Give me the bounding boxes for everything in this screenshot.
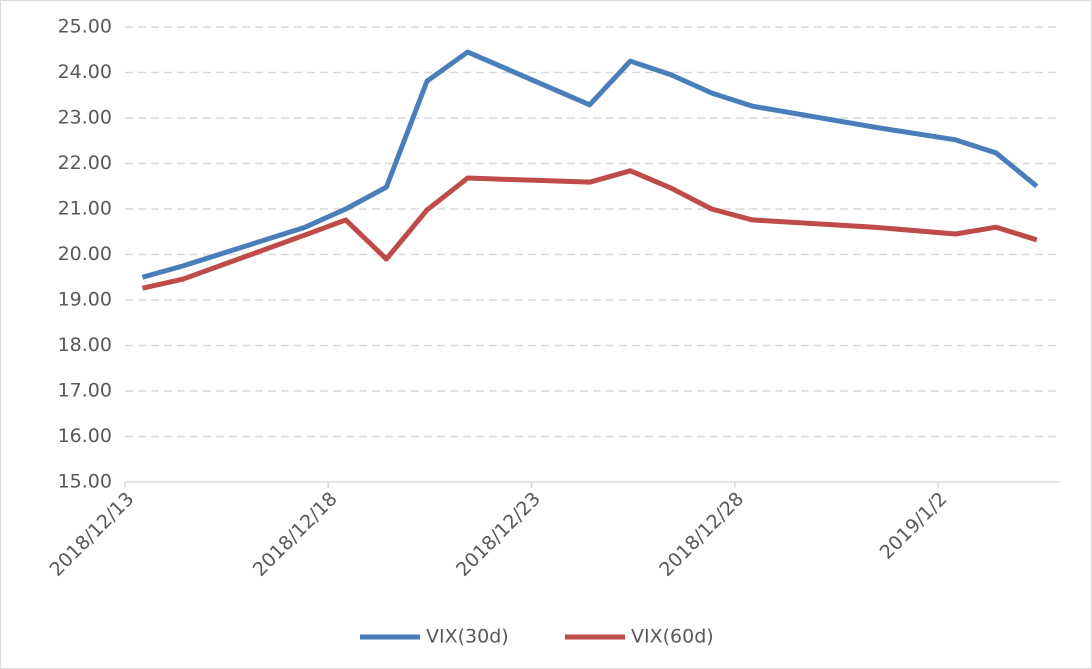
y-tick-label: 19.00 (58, 289, 112, 311)
y-tick-label: 21.00 (58, 198, 112, 220)
y-tick-label: 18.00 (58, 334, 112, 356)
y-tick-label: 22.00 (58, 152, 112, 174)
y-tick-label: 15.00 (58, 471, 112, 493)
y-tick-label: 23.00 (58, 107, 112, 129)
y-tick-label: 24.00 (58, 61, 112, 83)
series-line (141, 49, 1039, 280)
y-tick-label: 16.00 (58, 425, 112, 447)
y-tick-label: 17.00 (58, 380, 112, 402)
legend-label: VIX(60d) (631, 626, 714, 648)
legend-label: VIX(30d) (426, 626, 509, 648)
series-line (141, 168, 1038, 291)
y-tick-label: 25.00 (58, 16, 112, 38)
y-tick-label: 20.00 (58, 243, 112, 265)
